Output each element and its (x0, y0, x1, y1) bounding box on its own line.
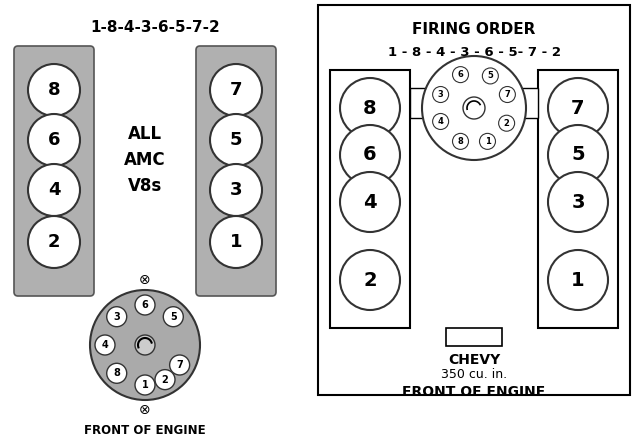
Circle shape (498, 115, 514, 131)
Text: FRONT OF ENGINE: FRONT OF ENGINE (403, 385, 545, 399)
Text: 5: 5 (572, 146, 585, 164)
Circle shape (463, 97, 485, 119)
Text: 8: 8 (363, 99, 377, 117)
Circle shape (107, 363, 127, 383)
Text: 2: 2 (363, 271, 377, 289)
Circle shape (135, 335, 155, 355)
Text: 1: 1 (142, 380, 149, 390)
Circle shape (90, 290, 200, 400)
Text: 4: 4 (363, 193, 377, 211)
Bar (446, 328, 502, 346)
Bar (496, 88, 538, 118)
Text: 7: 7 (230, 81, 242, 99)
Text: 1: 1 (572, 271, 585, 289)
Circle shape (163, 307, 184, 327)
Circle shape (135, 295, 155, 315)
Text: 3: 3 (572, 193, 585, 211)
Text: 2: 2 (504, 119, 509, 128)
Text: 350 cu. in.: 350 cu. in. (441, 369, 507, 382)
Circle shape (135, 375, 155, 395)
Circle shape (210, 114, 262, 166)
Text: 2: 2 (48, 233, 60, 251)
Circle shape (28, 216, 80, 268)
Text: 3: 3 (230, 181, 242, 199)
Circle shape (210, 164, 262, 216)
Circle shape (548, 172, 608, 232)
Circle shape (340, 125, 400, 185)
Circle shape (548, 250, 608, 310)
Text: 1 - 8 - 4 - 3 - 6 - 5- 7 - 2: 1 - 8 - 4 - 3 - 6 - 5- 7 - 2 (387, 46, 561, 59)
Text: 6: 6 (458, 70, 464, 79)
Text: 3: 3 (438, 90, 443, 99)
Bar (410, 88, 452, 118)
Text: 7: 7 (572, 99, 585, 117)
Text: 6: 6 (363, 146, 377, 164)
Text: 4: 4 (102, 340, 109, 350)
Text: ALL
AMC
V8s: ALL AMC V8s (124, 125, 166, 195)
Text: 2: 2 (162, 375, 168, 385)
Circle shape (95, 335, 115, 355)
Text: 6: 6 (48, 131, 60, 149)
Text: CHEVY: CHEVY (448, 353, 500, 367)
Circle shape (170, 355, 190, 375)
Circle shape (340, 250, 400, 310)
Circle shape (210, 64, 262, 116)
Text: FIRING ORDER: FIRING ORDER (412, 22, 536, 38)
Circle shape (548, 125, 608, 185)
Text: 8: 8 (458, 137, 464, 146)
Text: ⊗: ⊗ (139, 403, 151, 417)
FancyBboxPatch shape (196, 46, 276, 296)
Text: 7: 7 (177, 360, 183, 370)
Circle shape (210, 216, 262, 268)
Circle shape (340, 78, 400, 138)
Circle shape (479, 134, 495, 149)
Circle shape (28, 164, 80, 216)
Text: 8: 8 (48, 81, 60, 99)
Text: 1: 1 (230, 233, 242, 251)
Text: 1-8-4-3-6-5-7-2: 1-8-4-3-6-5-7-2 (90, 21, 220, 35)
Circle shape (107, 307, 127, 327)
Bar (318, 5, 630, 395)
Circle shape (453, 67, 469, 82)
Circle shape (432, 113, 448, 129)
Circle shape (432, 86, 448, 103)
Circle shape (28, 64, 80, 116)
Circle shape (499, 86, 516, 103)
Circle shape (155, 370, 175, 390)
FancyBboxPatch shape (14, 46, 94, 296)
Circle shape (548, 78, 608, 138)
Circle shape (340, 172, 400, 232)
Text: 7: 7 (504, 90, 511, 99)
Text: 5: 5 (230, 131, 242, 149)
Text: FRONT OF ENGINE: FRONT OF ENGINE (84, 423, 206, 436)
Text: 6: 6 (142, 300, 149, 310)
Text: ⊗: ⊗ (139, 273, 151, 287)
Text: 1: 1 (485, 137, 490, 146)
Circle shape (422, 56, 526, 160)
Text: 8: 8 (113, 368, 120, 378)
Text: 4: 4 (48, 181, 60, 199)
Text: 3: 3 (113, 312, 120, 322)
Circle shape (28, 114, 80, 166)
Bar (538, 70, 618, 328)
Text: 4: 4 (438, 117, 444, 126)
Text: 5: 5 (170, 312, 177, 322)
Circle shape (483, 68, 498, 84)
Bar (330, 70, 410, 328)
Circle shape (453, 134, 469, 149)
Text: 5: 5 (488, 71, 493, 81)
